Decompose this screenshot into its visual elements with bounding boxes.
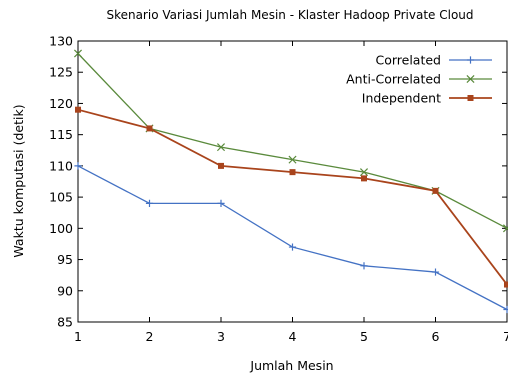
series-layer [73,49,508,314]
point-marker-plus [74,162,82,170]
x-tick-label: 2 [146,329,154,344]
point-marker-cross [502,224,508,233]
y-tick-label: 95 [57,252,73,267]
point-marker-plus [466,56,475,64]
series-line [77,108,508,286]
plot-frame [77,40,508,323]
legend-item: Correlated [375,53,492,68]
x-axis-label: Jumlah Mesin [249,358,333,373]
point-marker-square [146,125,153,132]
point-marker-cross [466,74,475,84]
y-axis-label: Waktu komputasi (detik) [11,104,26,257]
series-line [77,53,508,229]
series-correlated [74,162,508,314]
y-tick-label: 130 [49,34,73,49]
y-tick-label: 110 [49,158,73,173]
x-tick-label: 5 [360,329,368,344]
point-marker-square [504,281,508,288]
y-tick-label: 100 [49,221,73,236]
y-tick-label: 85 [57,315,73,330]
point-marker-plus [288,243,297,251]
point-marker-plus [217,199,225,207]
series-independent [75,106,508,288]
point-marker-plus [145,199,154,207]
y-tick-label: 115 [49,127,73,142]
point-marker-square [75,106,81,113]
x-tick-label: 1 [74,329,82,344]
chart-title: Skenario Variasi Jumlah Mesin - Klaster … [106,8,473,22]
point-marker-cross [73,49,83,58]
tick-layer: 85 90 95 100 105 110 115 120 125 130 1 2 3 4 5 6 7 [49,34,508,345]
point-marker-cross [216,143,226,152]
legend-label: Independent [362,91,441,106]
point-marker-cross [359,168,369,177]
x-tick-label: 7 [503,329,508,344]
series-anti-correlated [73,49,508,233]
x-tick-label: 6 [432,329,440,344]
legend-label: Anti-Correlated [346,72,441,87]
point-marker-square [432,187,439,194]
point-marker-square [289,169,296,176]
x-tick-label: 4 [289,329,297,344]
point-marker-square [218,162,224,169]
series-line [77,165,508,311]
legend: Correlated Anti-Correlated Independent [346,53,492,106]
point-marker-square [361,175,367,182]
point-marker-square [467,95,474,101]
x-tick-label: 3 [217,329,225,344]
legend-label: Correlated [375,53,441,68]
point-marker-plus [431,268,440,276]
point-marker-plus [360,262,368,270]
y-tick-label: 90 [57,283,73,298]
point-marker-plus [503,305,508,314]
y-tick-label: 125 [49,65,73,80]
legend-item: Anti-Correlated [346,72,492,87]
y-tick-label: 120 [49,96,73,111]
y-tick-label: 105 [49,190,73,205]
legend-item: Independent [362,91,492,106]
point-marker-cross [288,155,297,164]
